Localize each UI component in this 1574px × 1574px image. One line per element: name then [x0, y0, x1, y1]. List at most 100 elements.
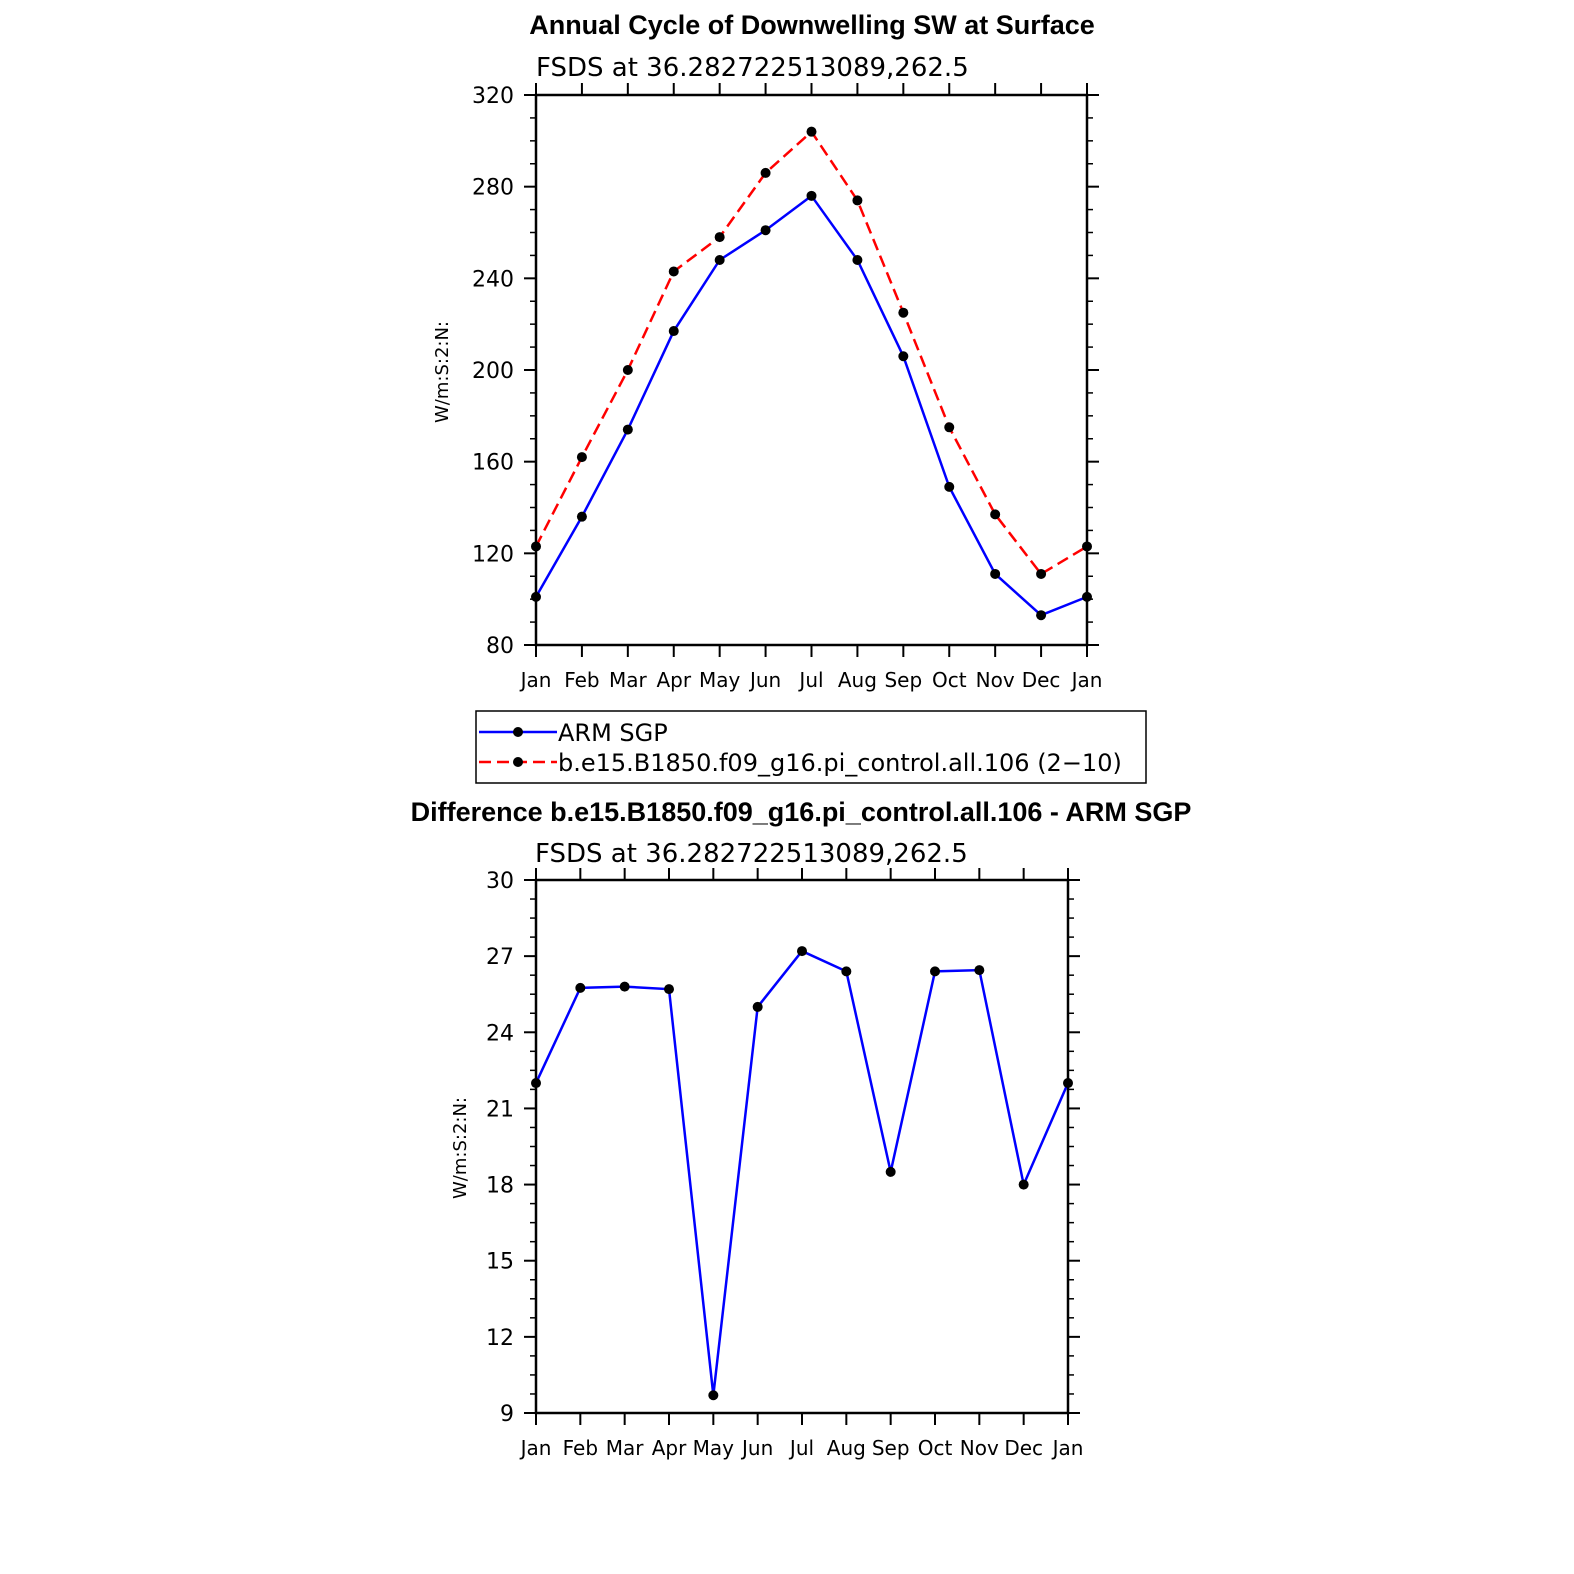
plot-frame [534, 878, 1070, 1415]
legend-label-series-1: ARM SGP [558, 719, 668, 747]
data-point [752, 1001, 763, 1012]
x-tick-label: Jun [748, 668, 781, 692]
y-tick-label: 200 [472, 359, 514, 384]
x-tick-label: Feb [563, 1436, 598, 1460]
x-tick-label: Oct [932, 668, 967, 692]
data-point [714, 232, 725, 243]
x-tick-label: Dec [1004, 1436, 1043, 1460]
data-point [622, 365, 633, 375]
chart2-series [531, 946, 1073, 1401]
chart-annual-cycle: Annual Cycle of Downwelling SW at Surfac… [432, 10, 1102, 692]
data-point [622, 424, 633, 435]
y-tick-label: 280 [472, 176, 514, 201]
data-point [760, 167, 771, 178]
data-point [852, 255, 863, 265]
y-tick-label: 80 [486, 634, 514, 659]
data-point [1082, 541, 1092, 552]
data-point [990, 509, 1001, 520]
series-line-1 [534, 949, 1070, 1396]
data-point [898, 351, 909, 362]
x-tick-label: Apr [652, 1436, 687, 1460]
chart1-title: Annual Cycle of Downwelling SW at Surfac… [529, 10, 1095, 40]
data-point [576, 511, 587, 522]
x-tick-label: Jan [519, 1436, 552, 1460]
data-point [944, 422, 955, 433]
legend-entries [479, 727, 557, 767]
chart1-axes: 80 120 160 200 240 280 320 Jan Feb Mar Apr May Jun Ju… [472, 83, 1102, 692]
series-line-1 [534, 194, 1088, 617]
data-point [841, 966, 852, 977]
y-tick-label: 160 [472, 451, 514, 476]
data-point [531, 591, 541, 602]
data-point [898, 307, 909, 318]
x-tick-label: Jan [519, 668, 552, 692]
x-tick-label: Jun [740, 1436, 773, 1460]
plot-frame [534, 93, 1089, 647]
y-tick-label: 15 [486, 1250, 514, 1275]
data-point [708, 1390, 719, 1401]
chart-difference: Difference b.e15.B1850.f09_g16.pi_contro… [411, 797, 1192, 1460]
y-tick-label: 12 [486, 1326, 514, 1351]
legend-marker-2 [513, 757, 523, 767]
x-tick-label: Aug [827, 1436, 866, 1460]
data-point [806, 190, 817, 201]
data-point [1063, 1078, 1073, 1089]
data-point [760, 225, 771, 236]
data-point [531, 1078, 541, 1089]
chart2-title: Difference b.e15.B1850.f09_g16.pi_contro… [411, 797, 1192, 827]
data-point [806, 126, 817, 137]
legend-marker-1 [513, 727, 523, 737]
data-point [885, 1166, 896, 1177]
x-tick-label: Oct [918, 1436, 953, 1460]
data-point [1018, 1179, 1029, 1190]
data-point [668, 266, 679, 277]
x-tick-label: Jan [1070, 668, 1103, 692]
data-point [797, 946, 807, 957]
x-tick-label: Nov [960, 1436, 999, 1460]
data-point [619, 981, 630, 992]
data-point [531, 541, 541, 552]
x-tick-label: May [693, 1436, 735, 1460]
y-tick-label: 24 [486, 1021, 514, 1046]
data-point [668, 326, 679, 337]
legend-label-series-2: b.e15.B1850.f09_g16.pi_control.all.106 (… [558, 749, 1122, 777]
x-tick-label: Aug [838, 668, 877, 692]
x-tick-label: Sep [884, 668, 922, 692]
chart2-subtitle: FSDS at 36.282722513089,262.5 [535, 839, 968, 869]
data-point [1036, 568, 1047, 579]
y-tick-label: 21 [486, 1097, 514, 1122]
chart1-series [531, 126, 1092, 621]
chart2-axes: 9 12 15 18 21 24 27 30 Jan Feb Mar Apr May Jun Jul Aug S… [486, 868, 1083, 1460]
data-point [930, 966, 940, 977]
x-tick-label: Nov [976, 668, 1015, 692]
x-tick-label: Jan [1051, 1436, 1084, 1460]
data-point [1036, 610, 1047, 621]
chart2-y-axis-label: W/m:S:2:N: [450, 1097, 471, 1199]
y-tick-label: 320 [472, 84, 514, 109]
data-point [852, 195, 863, 206]
x-tick-label: Sep [872, 1436, 910, 1460]
x-tick-label: Dec [1022, 668, 1061, 692]
x-tick-label: Mar [609, 668, 648, 692]
x-tick-label: Apr [656, 668, 691, 692]
x-tick-label: Jul [788, 1436, 814, 1460]
legend-box [475, 710, 1147, 784]
y-tick-label: 18 [486, 1174, 514, 1199]
y-tick-label: 120 [472, 542, 514, 567]
y-tick-label: 30 [486, 869, 514, 894]
data-point [575, 982, 586, 993]
y-tick-label: 9 [500, 1402, 514, 1427]
data-point [576, 452, 587, 463]
data-point [944, 481, 955, 492]
data-point [714, 255, 725, 265]
data-point [1082, 591, 1092, 602]
x-tick-label: May [699, 668, 741, 692]
x-tick-label: Feb [564, 668, 599, 692]
data-point [664, 984, 674, 995]
chart1-y-axis-label: W/m:S:2:N: [432, 321, 453, 423]
data-point [990, 568, 1001, 579]
chart1-legend: ARM SGP b.e15.B1850.f09_g16.pi_control.a… [475, 710, 1147, 784]
data-point [974, 965, 985, 976]
chart1-subtitle: FSDS at 36.282722513089,262.5 [536, 53, 969, 83]
